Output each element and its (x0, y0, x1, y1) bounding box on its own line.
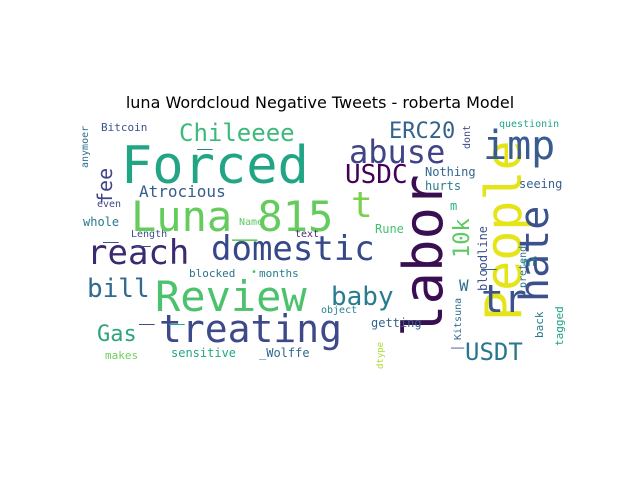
cloud-word: questionin (499, 119, 560, 130)
cloud-word: • (251, 267, 258, 278)
cloud-word: Nothing (425, 165, 476, 179)
cloud-word: blocked (189, 267, 236, 280)
cloud-word: _ (135, 218, 151, 248)
cloud-word: Name (239, 217, 264, 228)
cloud-word: text (295, 229, 320, 240)
cloud-word: treating (159, 307, 343, 351)
cloud-word: ERC20 (389, 119, 456, 144)
cloud-word: tr (481, 277, 527, 321)
cloud-word: Luna_815 (131, 192, 334, 241)
cloud-word: baby (331, 282, 394, 312)
cloud-word: _ (103, 214, 119, 244)
cloud-word: _ (169, 296, 185, 326)
cloud-word: 10k (450, 218, 475, 258)
cloud-word: even (97, 199, 122, 210)
cloud-word: labor (392, 174, 455, 337)
cloud-word: Rune (375, 222, 404, 236)
cloud-word: USDT (465, 338, 523, 366)
cloud-word: makes (105, 349, 139, 362)
cloud-word: Atrocious (139, 182, 226, 201)
cloud-word: anymoer (80, 125, 91, 168)
cloud-word: getting (371, 316, 422, 330)
cloud-word: _ (481, 241, 497, 271)
cloud-word: _ (139, 296, 155, 326)
cloud-word: t (351, 185, 373, 226)
word-cloud: Forced labor Luna_815 People Review treating d… (79, 118, 581, 372)
cloud-word: back (533, 311, 546, 339)
cloud-word: imp (483, 123, 556, 169)
cloud-word: dont (462, 124, 473, 149)
cloud-word: reach (87, 233, 190, 273)
cloud-word: Forced (121, 136, 309, 196)
cloud-word: Review (155, 272, 307, 321)
cloud-word: tagged (553, 306, 566, 346)
cloud-word: object (321, 305, 358, 316)
cloud-word: bill (87, 274, 150, 304)
cloud-word: mf (523, 255, 538, 269)
cloud-word: months (259, 267, 299, 280)
cloud-word: W (459, 276, 469, 295)
chart-title: luna Wordcloud Negative Tweets - roberta… (125, 93, 515, 112)
cloud-word: Length (131, 229, 168, 240)
cloud-word: Chileeee (179, 119, 295, 147)
cloud-word: Bitcoin (101, 121, 148, 134)
cloud-word: USDC (345, 160, 408, 190)
cloud-word: whole (83, 215, 120, 229)
cloud-word: seeing (519, 177, 563, 191)
cloud-word: _Wolffe (259, 346, 310, 360)
cloud-word: dtype (376, 341, 386, 369)
cloud-word: domestic (211, 229, 375, 269)
cloud-word: Gas (97, 322, 137, 347)
cloud-word: m (450, 199, 458, 213)
cloud-word: _ (197, 121, 213, 151)
cloud-word: sensitive (171, 346, 237, 360)
cloud-word: hurts (425, 179, 462, 193)
cloud-word: _ (451, 324, 465, 349)
cloud-word: abuse (349, 133, 446, 171)
